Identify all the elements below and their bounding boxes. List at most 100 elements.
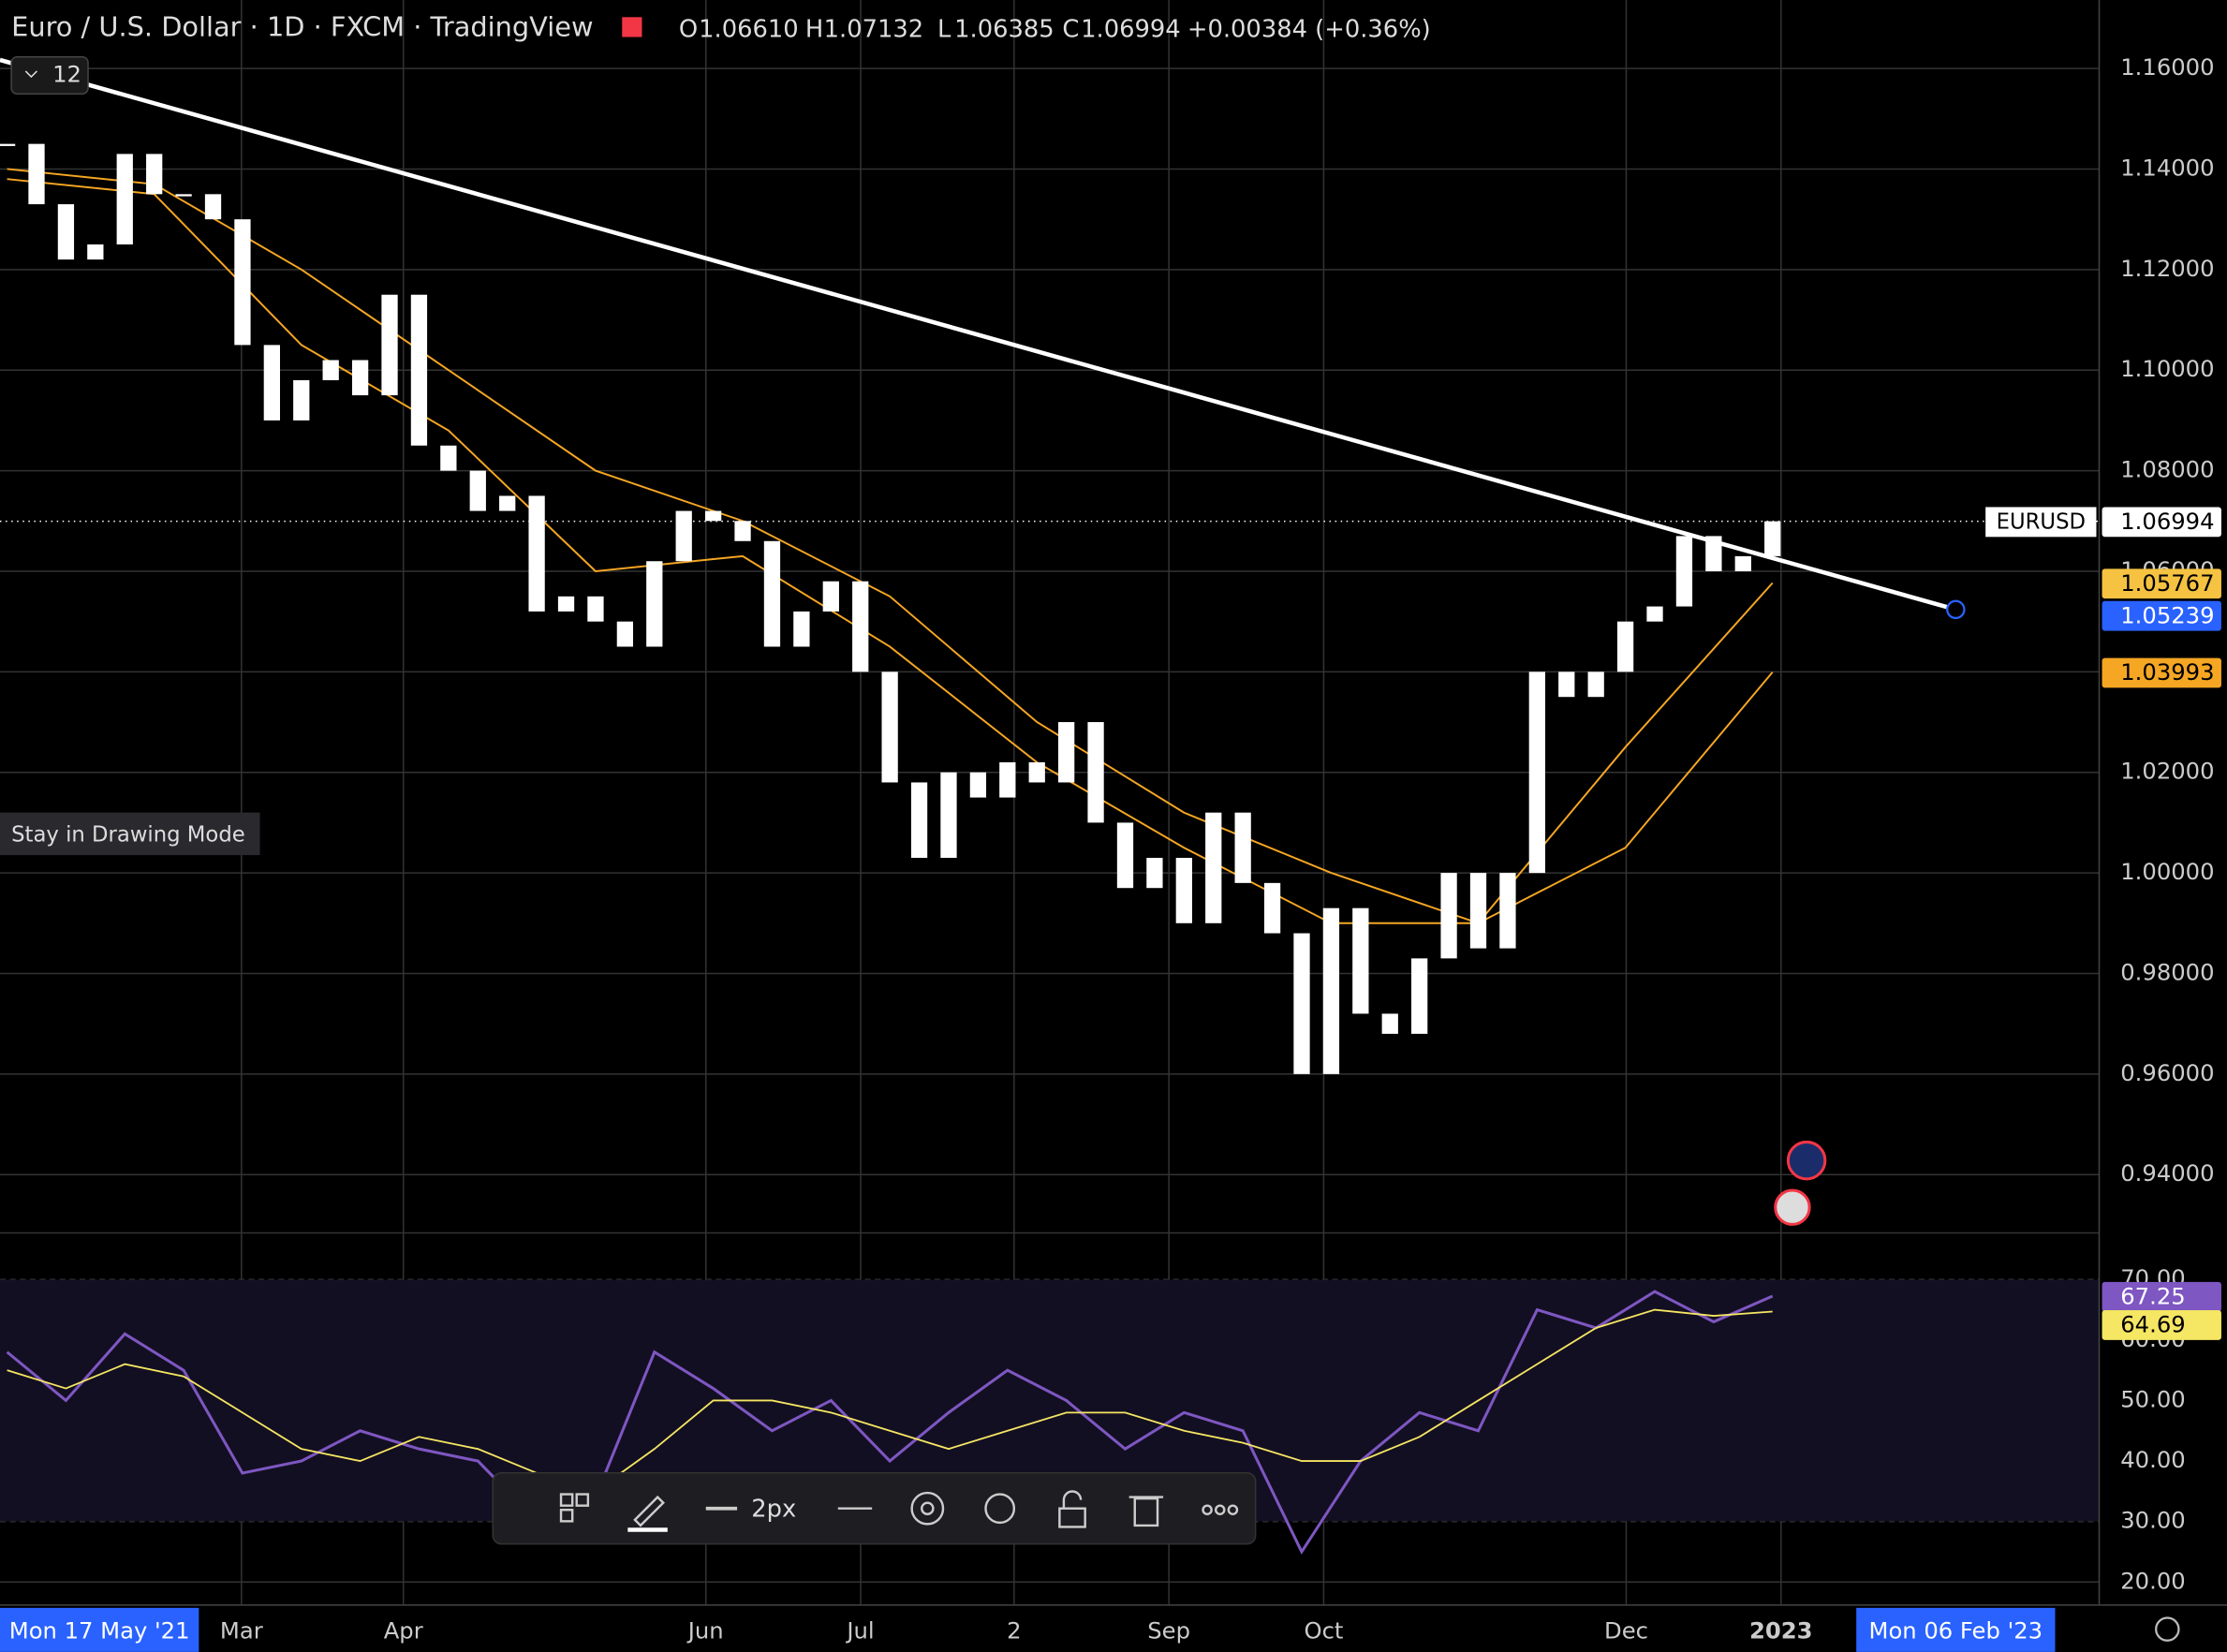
x-highlight-label: Mon 06 Feb '23 xyxy=(1869,1617,2043,1645)
candle xyxy=(587,596,604,622)
interval-box[interactable] xyxy=(10,56,89,95)
candle xyxy=(1528,671,1545,874)
price-badge xyxy=(2102,657,2221,688)
lock-icon[interactable] xyxy=(1058,1507,1086,1528)
candle xyxy=(57,204,75,260)
y-tick-label: 1.16000 xyxy=(2120,53,2214,81)
ohlc-text: 1.07132 xyxy=(824,15,924,43)
ohlc-text: H xyxy=(805,15,823,43)
pencil-icon[interactable] xyxy=(633,1495,665,1527)
event-icon[interactable] xyxy=(1786,1140,1827,1181)
y-tick-label: 1.08000 xyxy=(2120,456,2214,483)
candle xyxy=(1293,933,1310,1074)
toolbar-icons xyxy=(559,1490,1239,1532)
candle xyxy=(1411,958,1428,1034)
candle xyxy=(322,360,339,380)
price-badge xyxy=(2102,1310,2221,1340)
candle xyxy=(146,154,163,195)
candle xyxy=(175,194,192,197)
candle xyxy=(881,671,898,783)
x-highlight-box xyxy=(0,1607,199,1652)
toolbar xyxy=(492,1472,1257,1545)
candle xyxy=(1616,621,1634,672)
candle xyxy=(28,143,45,205)
line-width-label[interactable]: 2px xyxy=(751,1496,796,1524)
candle xyxy=(1558,671,1575,698)
candle xyxy=(940,772,957,858)
candle xyxy=(1499,873,1516,949)
flag-icon xyxy=(622,17,642,37)
candle xyxy=(1705,536,1722,571)
candle xyxy=(1352,907,1369,1014)
candle xyxy=(1116,822,1134,889)
price-badge-label: 64.69 xyxy=(2120,1311,2185,1338)
candle xyxy=(646,561,663,647)
candle xyxy=(793,611,810,647)
tooltip-box xyxy=(0,812,260,856)
ohlc-text: O xyxy=(679,15,698,43)
candle xyxy=(381,294,398,396)
x-tick-label: Jul xyxy=(845,1617,874,1645)
candle xyxy=(557,596,575,612)
candle xyxy=(1469,873,1487,949)
more-icon xyxy=(1227,1504,1239,1515)
settings-icon[interactable] xyxy=(921,1501,935,1515)
candle xyxy=(116,154,133,245)
ohlc-text: 1.06385 xyxy=(954,15,1055,43)
candle xyxy=(852,581,869,672)
candle xyxy=(440,445,457,471)
candle xyxy=(1146,857,1163,889)
grid-icon[interactable] xyxy=(559,1509,574,1523)
y-tick-label: 0.94000 xyxy=(2120,1159,2214,1187)
x-tick-label: Sep xyxy=(1147,1617,1190,1645)
trash-icon[interactable] xyxy=(1133,1497,1159,1527)
x-tick-label: Mar xyxy=(220,1617,263,1645)
rsi-tick-label: 20.00 xyxy=(2120,1567,2185,1594)
ohlc-text: +0.00384 (+0.36%) xyxy=(1187,15,1431,43)
title: Euro / U.S. Dollar · 1D · FXCM · Trading… xyxy=(11,10,593,42)
ohlc-text: 1.06994 xyxy=(1081,15,1181,43)
ui: Euro / U.S. Dollar · 1D · FXCM · Trading… xyxy=(0,10,2227,1652)
price-badge xyxy=(2102,600,2221,631)
candle xyxy=(263,345,280,420)
candle xyxy=(822,581,839,612)
candle xyxy=(969,772,987,798)
x-highlight-box xyxy=(1856,1607,2056,1652)
candle xyxy=(1734,555,1751,571)
ohlc-text: L xyxy=(937,15,951,43)
alert-icon[interactable] xyxy=(984,1493,1016,1525)
rsi-tick-label: 40.00 xyxy=(2120,1446,2185,1473)
candle xyxy=(528,495,545,612)
settings-icon[interactable] xyxy=(910,1491,945,1526)
ohlc-text: C xyxy=(1062,15,1079,43)
x-tick-label: Oct xyxy=(1304,1617,1343,1645)
chevron-icon xyxy=(24,70,37,79)
candle xyxy=(204,194,222,220)
price-badge-label: 1.06994 xyxy=(2120,508,2214,535)
candle xyxy=(351,360,369,396)
y-tick-label: 1.10000 xyxy=(2120,355,2214,382)
candle xyxy=(1205,812,1222,923)
more-icon[interactable] xyxy=(1202,1504,1213,1515)
price-badge-label: 1.05239 xyxy=(2120,601,2214,628)
tooltip: Stay in Drawing Mode xyxy=(11,822,245,847)
price-badge-label: 1.03993 xyxy=(2120,658,2214,686)
candle xyxy=(1646,606,1663,622)
grid-icon[interactable] xyxy=(559,1493,574,1507)
candle xyxy=(1764,521,1781,556)
candle xyxy=(734,521,751,541)
settings-icon[interactable] xyxy=(2155,1616,2180,1642)
y-tick-label: 1.14000 xyxy=(2120,154,2214,181)
interval-badge: 12 xyxy=(52,60,81,87)
candle xyxy=(704,510,722,522)
candle xyxy=(910,782,928,858)
candle xyxy=(1675,536,1693,607)
candle xyxy=(675,510,692,562)
y-tick-label: 1.00000 xyxy=(2120,858,2214,885)
event-icon[interactable] xyxy=(1774,1188,1811,1226)
y-tick-label: 1.12000 xyxy=(2120,255,2214,282)
rsi-line xyxy=(6,1290,1774,1556)
grid-icon[interactable] xyxy=(575,1493,590,1507)
candle xyxy=(410,294,428,446)
symbol-label: EURUSD xyxy=(1997,510,2086,535)
